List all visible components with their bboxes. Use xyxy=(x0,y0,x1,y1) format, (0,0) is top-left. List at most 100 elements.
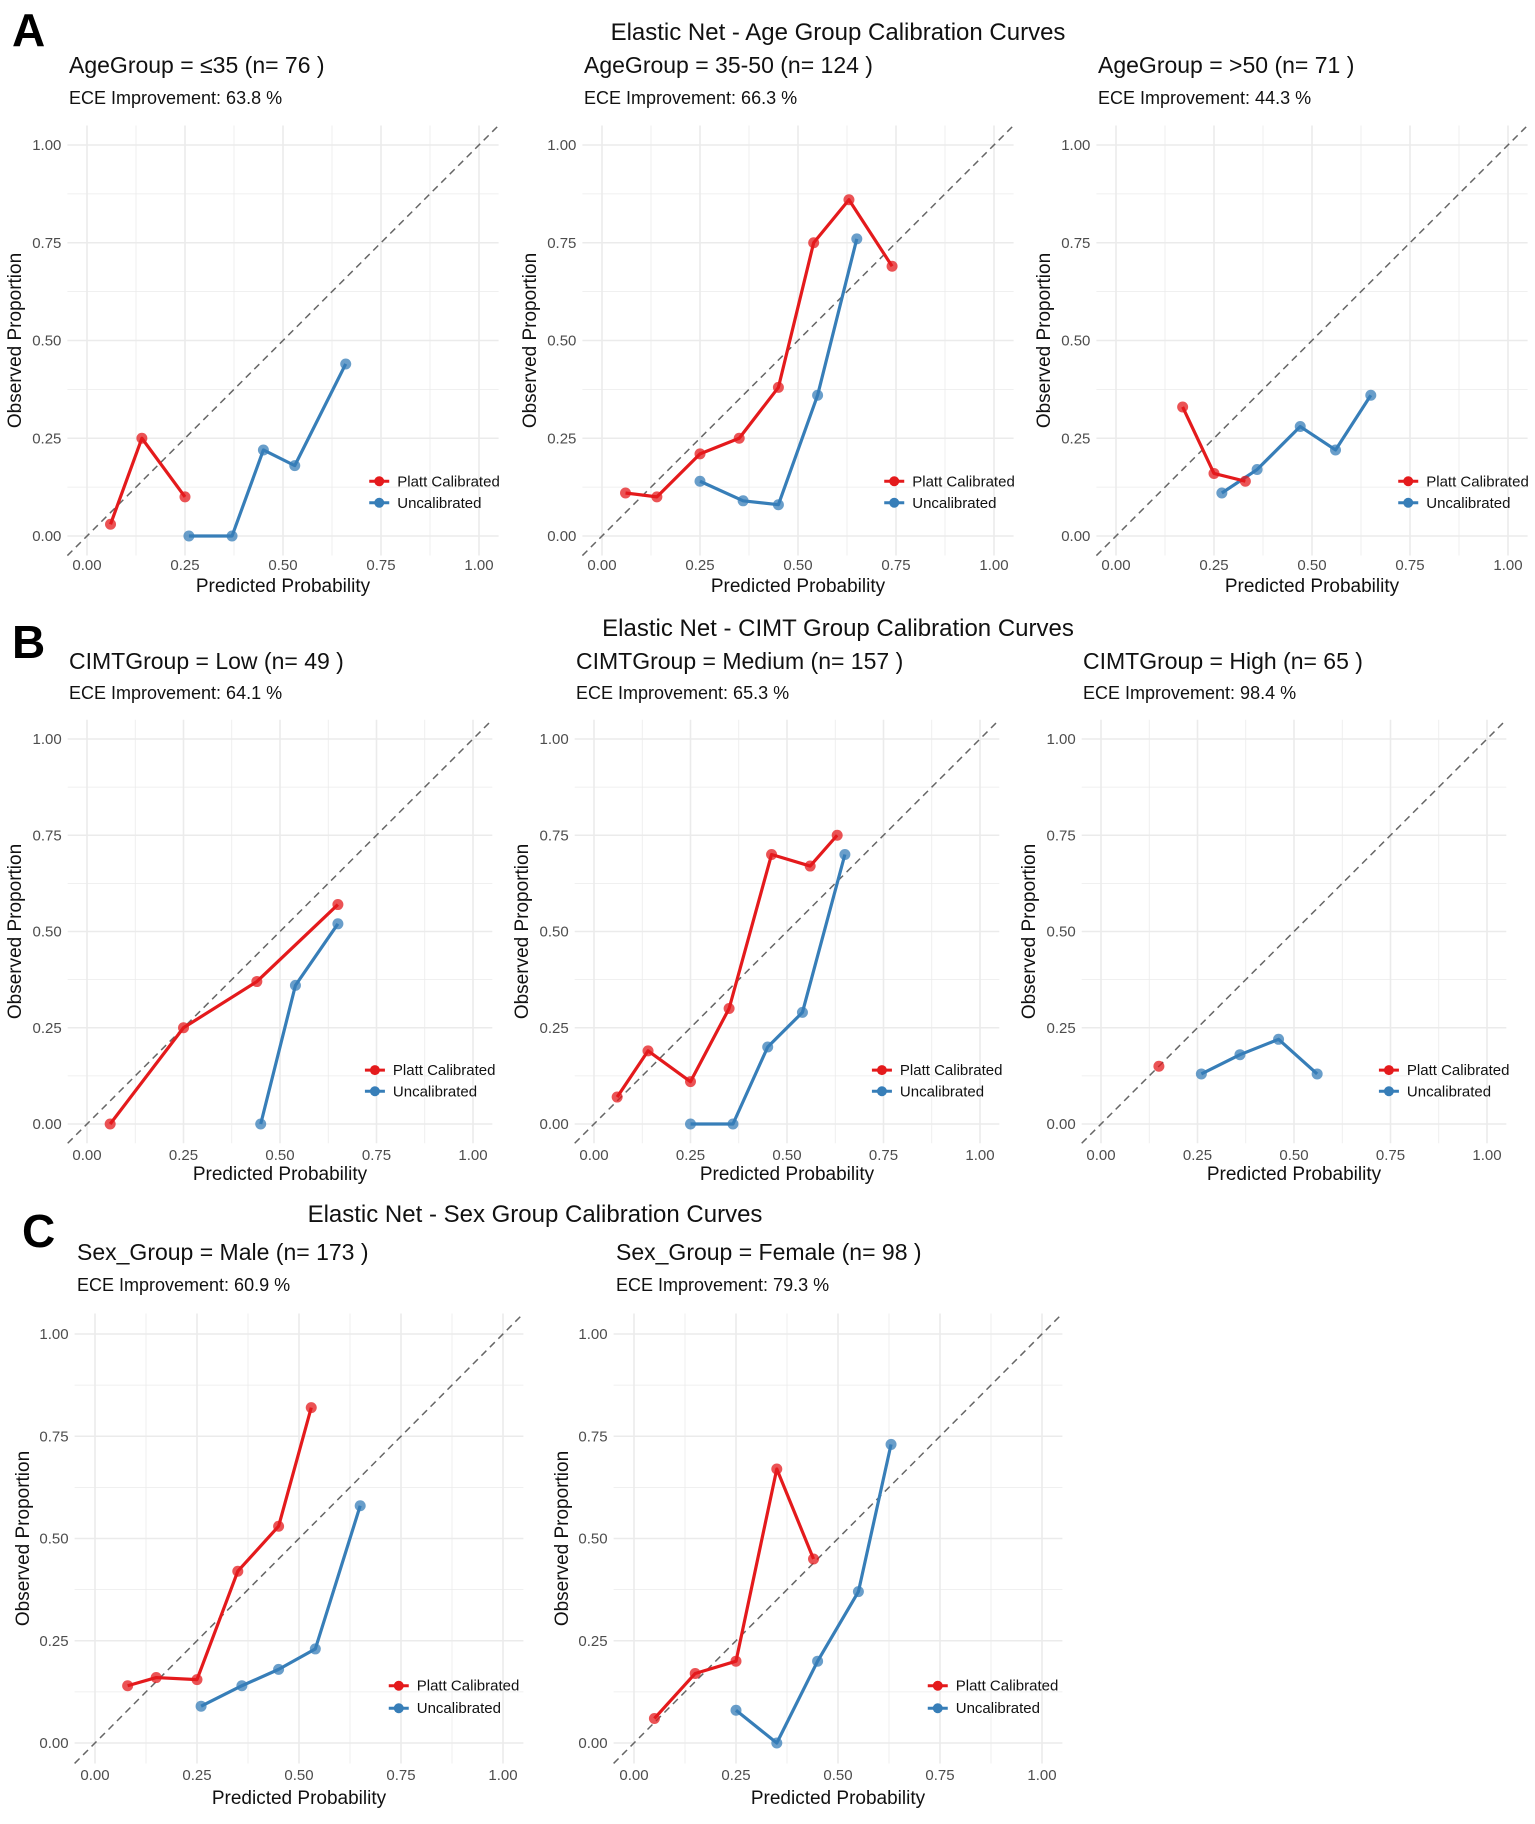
legend-platt-key-point xyxy=(369,1065,380,1076)
legend-platt-label: Platt Calibrated xyxy=(397,473,500,490)
y-tick-label: 0.50 xyxy=(32,924,61,941)
legend-platt-label: Platt Calibrated xyxy=(1407,1062,1510,1079)
platt-calibrated-point xyxy=(1153,1060,1165,1072)
uncalibrated-point xyxy=(226,530,238,542)
platt-calibrated-point xyxy=(804,860,816,872)
y-tick-label: 1.00 xyxy=(539,731,568,748)
x-tick-label: 0.50 xyxy=(1279,1147,1308,1164)
y-axis-label: Observed Proportion xyxy=(1034,253,1055,428)
uncalibrated-line xyxy=(690,854,847,1126)
x-tick-label: 0.50 xyxy=(1297,557,1326,574)
panel: CIMTGroup = High (n= 65 ) ECE Improvement… xyxy=(1019,648,1509,1185)
platt-calibrated-point xyxy=(723,1003,735,1014)
y-tick-label: 0.50 xyxy=(1046,924,1075,941)
panel: AgeGroup = 35-50 (n= 124 ) ECE Improvemen… xyxy=(520,52,1015,597)
x-tick-label: 0.25 xyxy=(170,557,199,574)
uncalibrated-point xyxy=(289,460,301,472)
y-tick-label: 0.75 xyxy=(539,827,568,844)
platt-calibrated-point xyxy=(1208,467,1220,479)
y-tick-label: 0.75 xyxy=(32,235,61,252)
x-tick-label: 0.25 xyxy=(1183,1147,1212,1164)
x-tick-label: 1.00 xyxy=(1493,557,1522,574)
x-tick-label: 1.00 xyxy=(979,557,1008,574)
uncalibrated-point xyxy=(727,1118,739,1130)
legend-uncalibrated-label: Uncalibrated xyxy=(1407,1083,1491,1100)
legend-uncalibrated-label: Uncalibrated xyxy=(417,1700,501,1717)
x-tick-label: 0.50 xyxy=(783,557,812,574)
legend-platt-key-point xyxy=(1403,476,1414,487)
platt-calibrated-point xyxy=(191,1674,203,1686)
platt-calibrated-point xyxy=(305,1402,317,1414)
figure-title: Elastic Net - Age Group Calibration Curv… xyxy=(611,19,1066,46)
legend-platt-key-point xyxy=(1383,1065,1394,1076)
x-axis-label: Predicted Probability xyxy=(212,1788,387,1809)
platt-calibrated-point xyxy=(772,381,784,393)
platt-calibrated-point xyxy=(1239,475,1251,487)
x-tick-label: 0.25 xyxy=(685,557,714,574)
diagonal-reference-line xyxy=(66,124,500,557)
legend-platt-label: Platt Calibrated xyxy=(956,1678,1059,1695)
panel: Sex_Group = Female (n= 98 ) ECE Improveme… xyxy=(552,1239,1063,1809)
uncalibrated-point xyxy=(257,444,269,456)
x-tick-label: 1.00 xyxy=(1472,1147,1501,1164)
platt-calibrated-point xyxy=(122,1680,134,1692)
platt-calibrated-point xyxy=(685,1076,696,1088)
uncalibrated-point xyxy=(852,1586,864,1598)
diagonal-reference-line xyxy=(74,1313,524,1764)
panel-ece-text: ECE Improvement: 63.8 % xyxy=(69,88,282,108)
legend-uncalibrated-label: Uncalibrated xyxy=(1426,495,1510,512)
uncalibrated-point xyxy=(195,1700,207,1712)
panel: AgeGroup = >50 (n= 71 ) ECE Improvement: … xyxy=(1034,52,1529,597)
uncalibrated-point xyxy=(839,849,851,860)
x-axis-label: Predicted Probability xyxy=(1207,1164,1382,1185)
x-tick-label: 1.00 xyxy=(488,1767,517,1784)
x-axis-label: Predicted Probability xyxy=(700,1164,875,1185)
y-tick-label: 0.50 xyxy=(578,1531,607,1548)
x-tick-label: 0.75 xyxy=(925,1767,954,1784)
y-tick-label: 0.25 xyxy=(32,430,61,447)
diagonal-reference-line xyxy=(67,719,493,1144)
y-axis-label: Observed Proportion xyxy=(552,1451,573,1626)
legend-uncalibrated-key-point xyxy=(1403,497,1414,508)
x-axis-label: Predicted Probability xyxy=(193,1164,368,1185)
x-tick-label: 0.75 xyxy=(881,557,910,574)
legend-uncalibrated-key-point xyxy=(374,497,385,508)
x-axis-label: Predicted Probability xyxy=(751,1788,926,1809)
platt-calibrated-line xyxy=(109,436,187,525)
x-tick-label: 0.00 xyxy=(619,1767,648,1784)
uncalibrated-point xyxy=(289,979,301,991)
uncalibrated-point xyxy=(309,1643,321,1655)
platt-calibrated-line xyxy=(108,903,340,1125)
y-tick-label: 1.00 xyxy=(32,137,61,154)
uncalibrated-point xyxy=(730,1704,742,1716)
y-tick-label: 0.25 xyxy=(547,430,576,447)
platt-calibrated-point xyxy=(730,1655,742,1667)
platt-calibrated-point xyxy=(232,1565,244,1577)
y-tick-label: 0.75 xyxy=(1061,235,1090,252)
x-tick-label: 1.00 xyxy=(965,1147,994,1164)
legend-uncalibrated-key-point xyxy=(876,1086,887,1097)
uncalibrated-line xyxy=(259,922,340,1125)
legend-platt-label: Platt Calibrated xyxy=(912,473,1015,490)
uncalibrated-point xyxy=(236,1680,248,1692)
panel-subtitle: Sex_Group = Female (n= 98 ) xyxy=(616,1239,922,1265)
panel-subtitle: CIMTGroup = High (n= 65 ) xyxy=(1083,648,1363,674)
platt-calibrated-point xyxy=(648,1712,660,1724)
legend-platt-label: Platt Calibrated xyxy=(1426,473,1529,490)
platt-calibrated-point xyxy=(694,448,706,460)
uncalibrated-line xyxy=(1200,1037,1319,1076)
uncalibrated-point xyxy=(340,358,352,370)
legend-platt-key-point xyxy=(393,1680,404,1691)
legend-platt-label: Platt Calibrated xyxy=(900,1062,1003,1079)
legend-platt-key-point xyxy=(876,1065,887,1076)
uncalibrated-point xyxy=(762,1041,774,1053)
y-axis-label: Observed Proportion xyxy=(13,1451,34,1626)
uncalibrated-point xyxy=(694,475,706,487)
x-tick-label: 0.75 xyxy=(362,1147,391,1164)
uncalibrated-point xyxy=(1330,444,1342,456)
panel-ece-text: ECE Improvement: 60.9 % xyxy=(77,1275,290,1295)
uncalibrated-point xyxy=(354,1500,366,1512)
figure-label: C xyxy=(22,1205,55,1257)
x-tick-label: 0.75 xyxy=(366,557,395,574)
panel-ece-text: ECE Improvement: 44.3 % xyxy=(1098,88,1311,108)
